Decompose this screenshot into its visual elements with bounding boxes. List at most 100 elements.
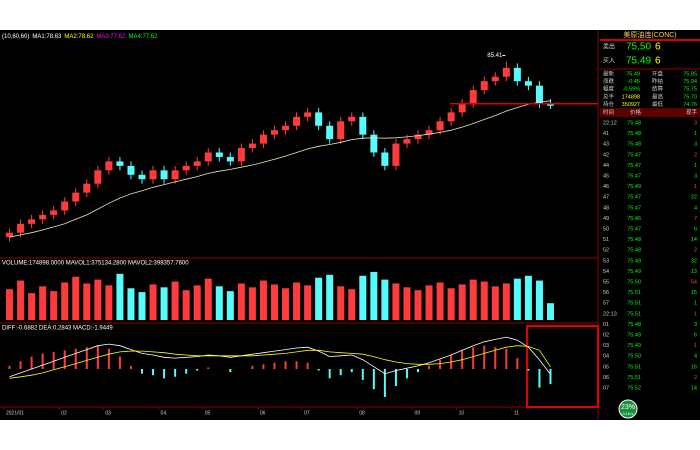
tick-size: 6 — [694, 226, 697, 232]
candle-body — [116, 161, 124, 166]
volume-bar — [17, 280, 25, 320]
volume-bar — [502, 283, 510, 320]
macd-bar — [417, 369, 419, 373]
x-tick-label: 02 — [61, 410, 67, 416]
volume-bar — [535, 280, 543, 320]
tick-size: 7 — [694, 216, 697, 222]
tick-time: 44 — [603, 163, 609, 169]
volume-bar — [83, 283, 91, 320]
macd-bar — [185, 369, 188, 374]
x-tick-label: 08 — [359, 410, 365, 416]
volume-bar — [403, 287, 411, 320]
candle-body — [513, 67, 521, 82]
legend-item: MA2:78.62 — [64, 34, 94, 40]
volume-bar — [348, 289, 356, 320]
volume-bar — [61, 282, 69, 320]
tick-price: 75.52 — [627, 385, 641, 391]
x-tick-label: 09 — [414, 410, 420, 416]
stat-label: 最低 — [652, 100, 664, 108]
tick-size: 14 — [691, 385, 697, 391]
macd-bar — [549, 369, 552, 385]
macd-bar — [405, 369, 408, 379]
volume-bar — [28, 293, 36, 320]
stat-label: 昨结 — [652, 77, 664, 85]
tick-size: 6 — [694, 332, 697, 338]
legend-item: (10,60,60) — [2, 34, 29, 40]
legend-item: MA3:77.62 — [96, 34, 126, 40]
macd-bar — [152, 369, 155, 376]
macd-bar — [494, 347, 497, 369]
tick-time: 41 — [603, 131, 609, 137]
candle-body — [127, 165, 135, 175]
volume-bar — [447, 288, 455, 320]
volume-bar — [524, 275, 532, 320]
volume-bar — [513, 278, 521, 320]
tick-price: 75.49 — [627, 258, 641, 264]
stat-value: 75.85 — [683, 71, 697, 77]
macd-bar — [538, 369, 541, 388]
candle-body — [72, 192, 80, 202]
tick-time: 53 — [603, 258, 609, 264]
candle-body — [392, 143, 400, 166]
volume-bar — [171, 281, 179, 320]
tick-time: 22:13 — [603, 311, 617, 317]
candle-body — [138, 174, 146, 180]
tick-time: 06 — [603, 375, 609, 381]
tick-price: 75.47 — [627, 205, 641, 211]
macd-bar — [295, 361, 298, 369]
macd-bar — [85, 347, 88, 369]
tick-size: 3 — [694, 173, 697, 179]
volume-bar — [480, 281, 488, 320]
tick-time: 04 — [603, 354, 609, 360]
macd-bar — [141, 369, 143, 374]
tick-size: 1 — [694, 343, 697, 349]
candle-body — [458, 103, 466, 113]
table-header: 时间 — [603, 108, 614, 116]
volume-bar — [293, 282, 301, 320]
net-badge[interactable] — [618, 399, 638, 419]
stat-label: 总手 — [603, 92, 615, 100]
volume-bar — [193, 285, 201, 320]
tick-size: 4 — [694, 354, 697, 360]
volume-bar — [359, 275, 367, 320]
candle-body — [270, 130, 278, 135]
panel-title: 美原油连(CONC) — [623, 30, 676, 39]
tick-time: 57 — [603, 301, 609, 307]
macd-bar — [516, 358, 519, 369]
volume-bar — [226, 291, 234, 320]
tick-size: 3 — [694, 120, 697, 126]
candle-body — [160, 170, 168, 180]
volume-bar — [138, 292, 146, 320]
bid-label: 买入 — [603, 57, 615, 65]
x-tick-label: 10 — [459, 410, 465, 416]
stat-label: 持仓 — [603, 100, 615, 108]
tick-time: 22:12 — [603, 120, 617, 126]
macd-bar — [317, 369, 320, 371]
tick-time: 49 — [603, 216, 609, 222]
volume-bar — [381, 279, 389, 320]
stat-value: 174898 — [622, 94, 640, 100]
macd-bar — [129, 365, 132, 369]
candle-body — [491, 76, 499, 82]
volume-bar — [160, 287, 168, 320]
ask-size: 6 — [655, 42, 661, 53]
x-tick-label: 2021/01 — [6, 410, 24, 416]
tick-price: 75.49 — [627, 332, 641, 338]
volume-bar — [248, 287, 256, 320]
macd-bar — [483, 345, 486, 369]
candle-body — [425, 130, 433, 135]
stat-label: 最高 — [652, 92, 664, 100]
macd-bar — [107, 348, 110, 369]
candle-body — [50, 210, 58, 215]
candle-body — [28, 219, 36, 224]
macd-legend: DIFF:-0.6882 DEA:0.2843 MACD:-1.9449 — [2, 326, 113, 332]
macd-bar — [8, 365, 11, 369]
volume-bar — [39, 286, 47, 320]
candle-body — [326, 125, 334, 140]
tick-price: 75.48 — [627, 131, 641, 137]
tick-price: 75.47 — [627, 163, 641, 169]
macd-bar — [251, 365, 254, 369]
macd-bar — [273, 362, 276, 369]
peak-label: 85.41 — [487, 53, 503, 59]
candle-body — [469, 90, 477, 104]
